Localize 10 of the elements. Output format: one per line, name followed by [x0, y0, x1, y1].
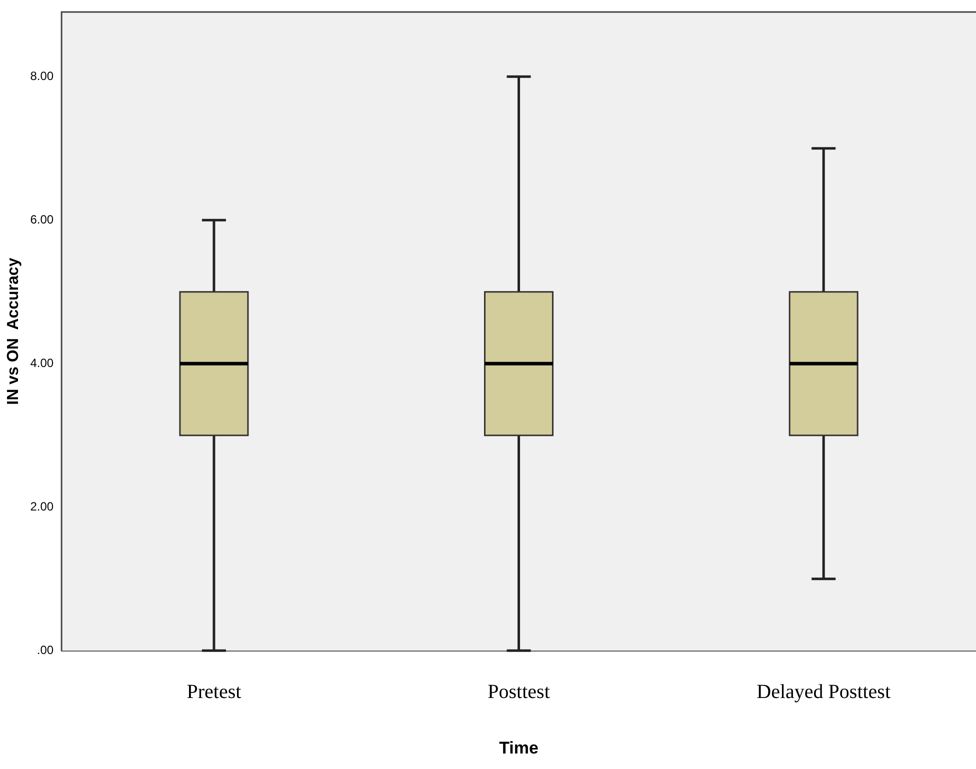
x-tick-label: Delayed Posttest	[756, 680, 891, 703]
y-tick-label: 8.00	[30, 68, 54, 83]
x-tick-label: Pretest	[186, 680, 242, 703]
x-axis-title: Time	[499, 738, 538, 758]
y-tick-label: 4.00	[30, 356, 54, 370]
y-tick-label: 2.00	[30, 499, 54, 514]
y-axis-title: IN vs ON Accuracy	[5, 258, 22, 405]
x-tick-label: Posttest	[488, 680, 550, 703]
y-tick-label: 6.00	[30, 212, 54, 226]
y-tick-label: .00	[36, 642, 54, 657]
